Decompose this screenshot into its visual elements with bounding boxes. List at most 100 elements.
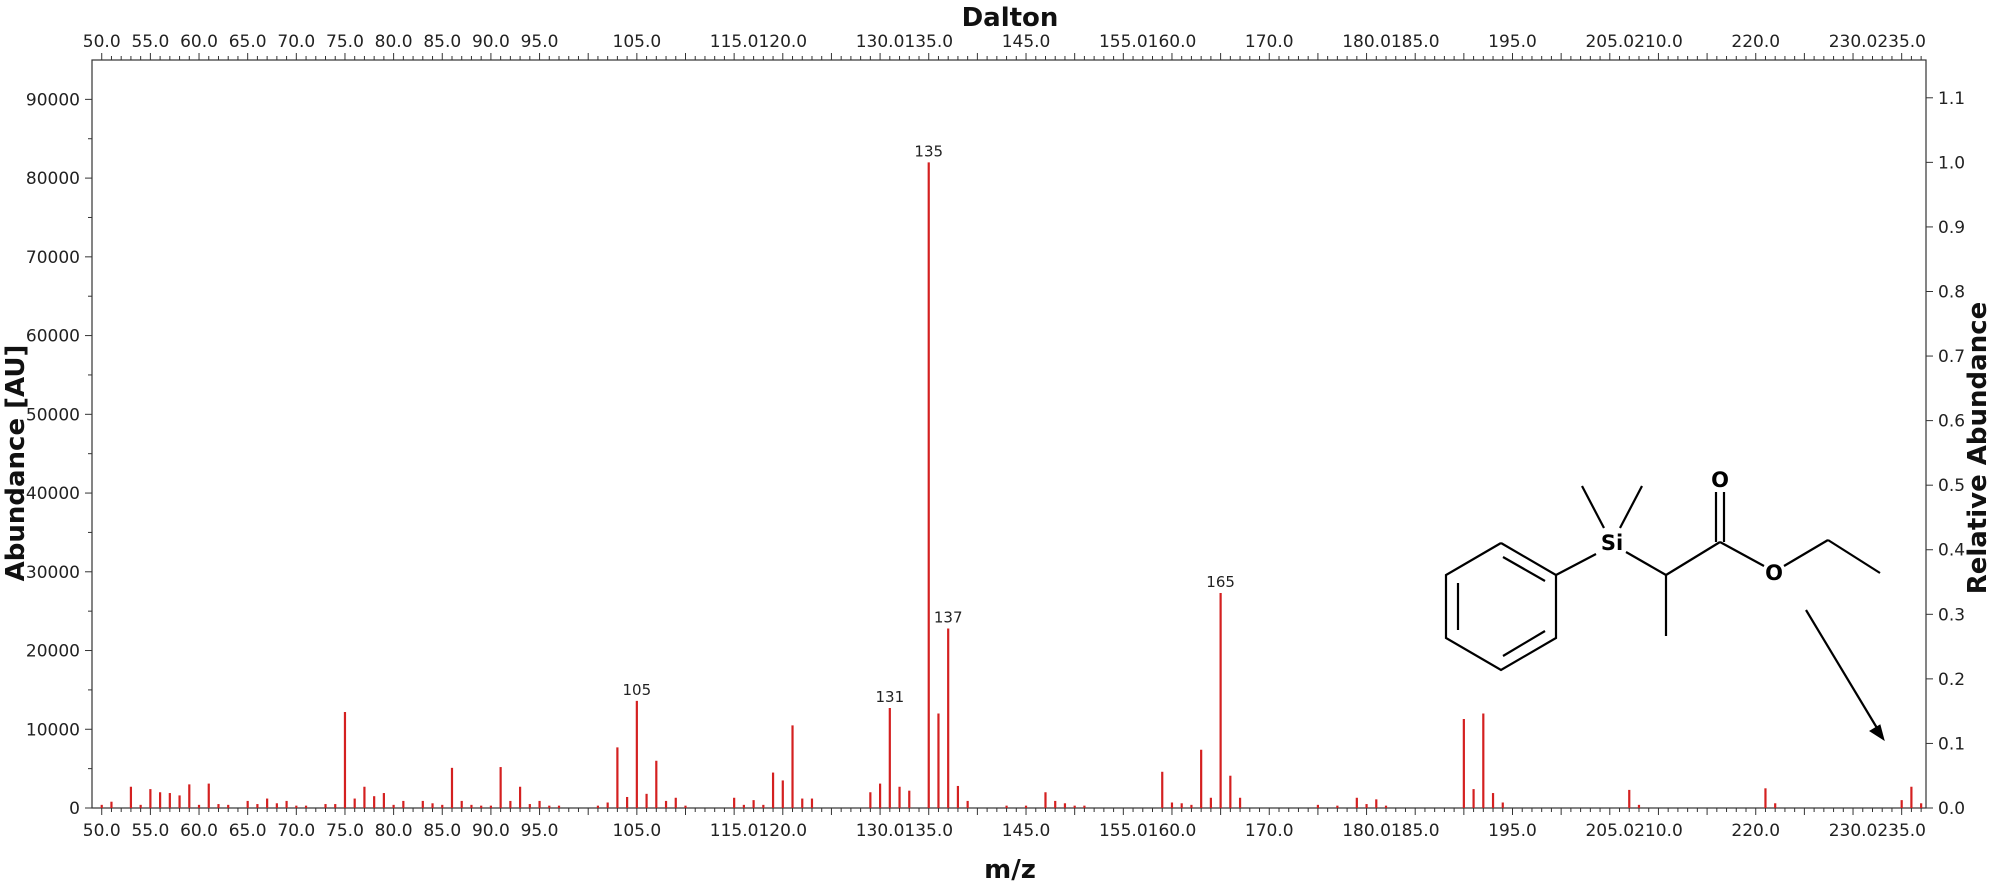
axis-titles-group: Dalton m/z Abundance [AU] Relative Abund… <box>1 3 1993 885</box>
x-tick-label-top: 50.0 <box>83 32 121 52</box>
x-tick-label-bottom: 195.0 <box>1488 821 1537 841</box>
x-tick-label-bottom: 135.0 <box>904 821 953 841</box>
x-tick-label-top: 170.0 <box>1245 32 1294 52</box>
x-tick-label-bottom: 185.0 <box>1391 821 1440 841</box>
si-methyl-2 <box>1619 485 1643 529</box>
y-tick-label: 30000 <box>26 563 80 583</box>
x-tick-label-top: 85.0 <box>423 32 461 52</box>
y-right-tick-label: 0.2 <box>1938 670 1965 690</box>
y-right-tick-label: 1.0 <box>1938 153 1965 173</box>
x-tick-label-top: 80.0 <box>375 32 413 52</box>
x-tick-label-bottom: 70.0 <box>277 821 315 841</box>
x-tick-label-bottom: 60.0 <box>180 821 218 841</box>
y-tick-label: 70000 <box>26 248 80 268</box>
y-axis-right-title: Relative Abundance <box>1963 302 1993 595</box>
x-tick-label-bottom: 230.0 <box>1829 821 1878 841</box>
si-methyl-1 <box>1581 485 1605 529</box>
x-tick-label-bottom: 90.0 <box>472 821 510 841</box>
x-tick-label-bottom: 80.0 <box>375 821 413 841</box>
x-tick-label-top: 75.0 <box>326 32 364 52</box>
peak-label: 135 <box>914 142 943 160</box>
annotation-arrow-line <box>1805 609 1881 734</box>
ring-si-bond <box>1555 553 1597 576</box>
x-tick-label-top: 160.0 <box>1148 32 1197 52</box>
y-tick-label: 40000 <box>26 484 80 504</box>
x-tick-label-bottom: 115.0 <box>710 821 759 841</box>
x-tick-label-bottom: 50.0 <box>83 821 121 841</box>
benzene-ring <box>1444 542 1558 672</box>
molecule-structure: Si O O <box>1444 468 1885 742</box>
ticks-group: 50.0 50.0 55.0 55.0 60.0 60.0 65.0 65.0 70.0 70.0… <box>26 32 1965 841</box>
ring-double-bond-1 <box>1502 556 1546 582</box>
x-tick-label-top: 130.0 <box>856 32 905 52</box>
x-tick-label-top: 120.0 <box>758 32 807 52</box>
plot-border <box>91 59 1927 809</box>
atom-label-o-ester: O <box>1765 561 1783 585</box>
x-tick-label-bottom: 235.0 <box>1877 821 1926 841</box>
y-right-tick-label: 0.4 <box>1938 541 1965 561</box>
x-tick-label-top: 95.0 <box>521 32 559 52</box>
x-tick-label-top: 230.0 <box>1829 32 1878 52</box>
peak-labels-group: 105 131 135 137 165 <box>623 142 1235 706</box>
y-right-tick-label: 0.8 <box>1938 282 1965 302</box>
x-tick-label-bottom: 170.0 <box>1245 821 1294 841</box>
x-tick-label-bottom: 65.0 <box>229 821 267 841</box>
x-tick-label-top: 135.0 <box>904 32 953 52</box>
y-tick-label: 60000 <box>26 327 80 347</box>
x-tick-label-bottom: 85.0 <box>423 821 461 841</box>
x-axis-title: m/z <box>984 855 1036 885</box>
x-tick-label-bottom: 155.0 <box>1099 821 1148 841</box>
top-axis-title: Dalton <box>962 3 1059 33</box>
y-tick-label: 20000 <box>26 642 80 662</box>
x-tick-label-top: 60.0 <box>180 32 218 52</box>
x-tick-label-bottom: 180.0 <box>1342 821 1391 841</box>
y-right-tick-label: 0.7 <box>1938 347 1965 367</box>
x-tick-label-top: 235.0 <box>1877 32 1926 52</box>
x-tick-label-top: 195.0 <box>1488 32 1537 52</box>
y-tick-label: 50000 <box>26 405 80 425</box>
x-tick-label-top: 105.0 <box>613 32 662 52</box>
y-tick-label: 80000 <box>26 169 80 189</box>
x-tick-label-bottom: 55.0 <box>131 821 169 841</box>
atom-label-si: Si <box>1601 531 1623 555</box>
o-ch2-bond <box>1783 539 1829 567</box>
si-ch-bond <box>1625 551 1667 576</box>
x-tick-label-top: 65.0 <box>229 32 267 52</box>
y-right-tick-label: 0.6 <box>1938 412 1965 432</box>
x-tick-label-top: 115.0 <box>710 32 759 52</box>
x-tick-label-bottom: 105.0 <box>613 821 662 841</box>
y-right-tick-label: 0.9 <box>1938 218 1965 238</box>
peak-label: 137 <box>934 608 963 626</box>
y-right-tick-label: 1.1 <box>1938 89 1965 109</box>
x-tick-label-bottom: 210.0 <box>1634 821 1683 841</box>
y-right-tick-label: 0.3 <box>1938 605 1965 625</box>
x-tick-label-bottom: 75.0 <box>326 821 364 841</box>
x-tick-label-bottom: 220.0 <box>1731 821 1780 841</box>
x-tick-label-bottom: 95.0 <box>521 821 559 841</box>
x-tick-label-top: 155.0 <box>1099 32 1148 52</box>
annotation-arrow-head <box>1869 724 1885 742</box>
peak-label: 165 <box>1206 573 1235 591</box>
x-tick-label-top: 180.0 <box>1342 32 1391 52</box>
x-tick-label-top: 145.0 <box>1002 32 1051 52</box>
ring-double-bond-2 <box>1502 630 1546 657</box>
ch-carbonyl-bond <box>1665 541 1721 576</box>
y-tick-label: 0 <box>69 799 80 819</box>
atom-label-o-carbonyl: O <box>1711 468 1729 492</box>
x-tick-label-top: 55.0 <box>131 32 169 52</box>
plot-frame <box>91 59 1927 809</box>
y-axis-title: Abundance [AU] <box>1 345 31 582</box>
x-tick-label-top: 220.0 <box>1731 32 1780 52</box>
x-tick-label-bottom: 205.0 <box>1585 821 1634 841</box>
y-tick-label: 90000 <box>26 90 80 110</box>
ester-bond <box>1719 541 1765 567</box>
x-tick-label-top: 210.0 <box>1634 32 1683 52</box>
peak-label: 105 <box>623 681 652 699</box>
x-tick-label-bottom: 130.0 <box>856 821 905 841</box>
y-right-tick-label: 0.0 <box>1938 799 1965 819</box>
x-tick-label-top: 185.0 <box>1391 32 1440 52</box>
peak-label: 131 <box>875 688 904 706</box>
x-tick-label-bottom: 145.0 <box>1002 821 1051 841</box>
